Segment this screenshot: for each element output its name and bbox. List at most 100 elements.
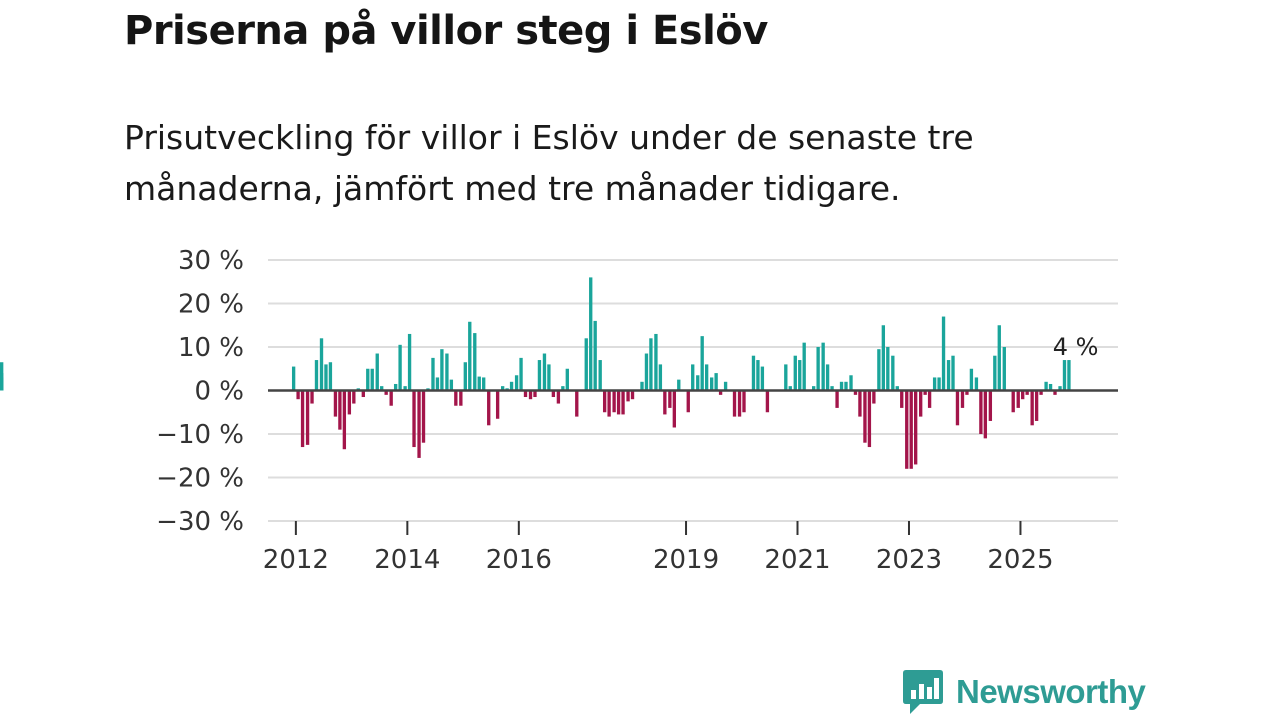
bar [407,333,412,391]
bar [644,353,649,391]
bar [895,386,899,391]
x-tick-label: 2019 [653,545,719,575]
x-tick-label: 2016 [486,545,552,575]
bar [454,390,458,406]
bar [361,390,365,398]
bar [300,390,305,448]
bar [370,368,374,391]
bar [547,364,551,391]
bar [435,377,440,391]
bar [352,390,356,404]
bar [342,390,347,450]
bar [844,381,848,391]
bar [979,390,983,434]
y-tick-label: 20 % [178,290,244,320]
bar [533,390,537,398]
bar [900,390,904,408]
bar [291,366,296,391]
bar [509,381,514,391]
bar [449,379,454,391]
bar [853,390,858,395]
bar [760,366,765,391]
bar [825,364,830,391]
bar [338,390,342,430]
bar [468,321,472,391]
bar [867,390,872,448]
bar [919,390,923,417]
bar [686,390,690,413]
bar [602,390,607,413]
bar [593,320,597,391]
bar [607,390,611,417]
x-tick-label: 2012 [263,545,329,575]
x-tick-label: 2014 [374,545,440,575]
bar [696,375,700,391]
bar [575,390,579,417]
bar [333,390,338,417]
bar [565,368,569,391]
bar [965,390,969,395]
bar [821,342,825,391]
bar [1067,360,1071,391]
bar [1002,347,1006,391]
bar [310,390,314,404]
bar [839,381,844,391]
bar [993,355,997,391]
annotations: 4 % [1053,333,1099,361]
bar [445,353,449,391]
bar [793,355,797,391]
bar [640,381,644,391]
bar [537,360,542,391]
bar [654,333,658,391]
y-tick-label: 10 % [178,333,244,363]
bar [877,349,881,391]
bar [1044,381,1048,391]
bar [718,390,723,395]
bar [1030,390,1034,426]
bar [519,357,523,391]
bar [937,377,941,391]
bar [375,353,379,391]
bar [473,333,477,391]
bar [891,355,895,391]
y-tick-label: 0 % [194,377,244,407]
bar [784,364,788,391]
y-tick-label: −10 % [156,420,244,450]
bar [328,362,333,391]
bar [932,377,937,391]
bar [691,364,695,391]
bar [714,373,718,391]
bar [997,325,1001,391]
bar [440,349,444,391]
y-tick-label: −20 % [156,464,244,494]
bar [463,362,467,391]
bar [421,390,426,443]
bar [584,338,588,391]
bar [802,342,806,391]
bar [1034,390,1039,421]
bar [960,390,965,408]
bar [881,325,886,391]
bar [668,390,672,408]
bar [514,375,519,391]
bar [1039,390,1043,395]
bar [459,390,463,406]
bar [1011,390,1015,413]
bar [324,364,328,391]
bar [677,379,681,391]
bar [955,390,960,426]
bar [886,347,890,391]
bar [551,390,556,398]
bar [384,390,388,395]
chart-title: Priserna på villor steg i Eslöv [124,8,768,54]
bar [835,390,839,408]
bar [1021,390,1025,400]
bar [542,353,547,391]
bar-chart: 30 %20 %10 %0 %−10 %−20 %−30 % 2012 2014 2… [0,246,1118,575]
bar [751,355,756,391]
bar [905,390,909,469]
bar [941,316,946,391]
bar [830,386,834,391]
y-tick-label: −30 % [156,507,244,537]
bar [988,390,993,421]
